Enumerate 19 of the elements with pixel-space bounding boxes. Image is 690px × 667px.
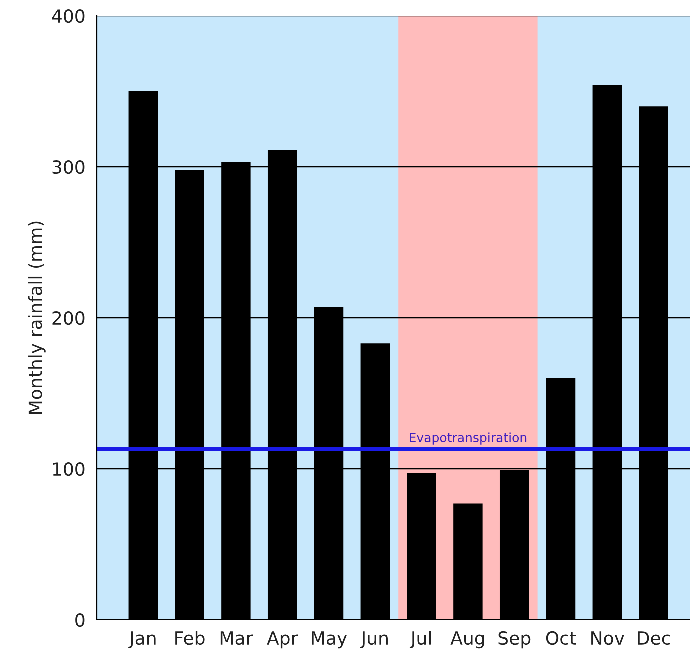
y-tick-label: 300 [52, 160, 85, 174]
ref-line-label: Evapotranspiration [410, 432, 527, 445]
y-tick-label: 100 [53, 462, 85, 476]
y-tick-label: 0 [76, 613, 85, 628]
x-tick-label: Dec [638, 632, 670, 646]
x-tick-label: Oct [546, 631, 576, 646]
x-tick-label: Jun [360, 632, 388, 648]
y-tick-label: 400 [52, 9, 85, 24]
x-tick-label: Apr [267, 632, 298, 649]
x-tick-label: Jan [128, 632, 156, 648]
x-tick-label: Aug [450, 632, 484, 649]
x-tick-label: Sep [498, 631, 531, 649]
x-tick-label: Jul [410, 631, 432, 648]
x-tick-label: Feb [176, 631, 205, 646]
x-tick-label: Nov [592, 632, 624, 646]
x-tick-label: Mar [220, 632, 254, 646]
y-axis-title: Monthly rainfall (mm) [28, 222, 46, 414]
y-tick-label: 200 [52, 311, 85, 326]
x-tick-label: May [312, 632, 348, 649]
